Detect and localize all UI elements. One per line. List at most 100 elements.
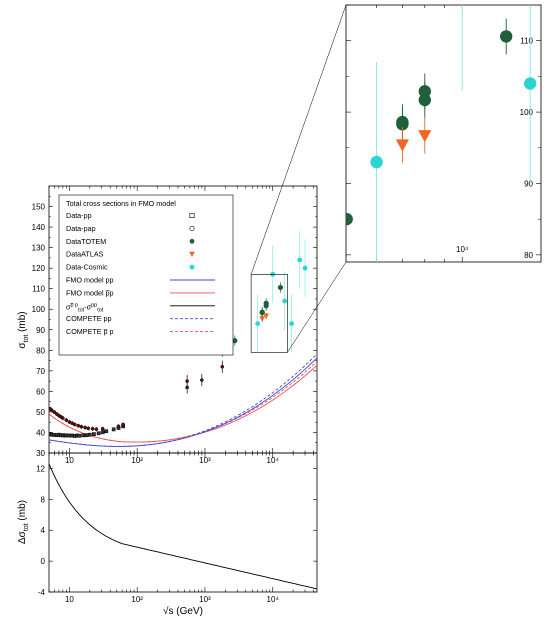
- zoom-connector: [287, 261, 347, 353]
- diff-y-tick-label: 12: [36, 464, 45, 473]
- inset-compete-pbp: [346, 383, 541, 462]
- data-point: [263, 313, 270, 319]
- x-tick-label: 10³: [199, 595, 211, 604]
- legend: Total cross sections in FMO model Data-pp…: [58, 194, 234, 356]
- data-point: [259, 316, 266, 322]
- legend-label: FMO model pp: [66, 276, 114, 285]
- data-point: [200, 378, 204, 382]
- diff-y-tick-label: 4: [41, 526, 46, 535]
- data-point: [263, 300, 269, 306]
- data-point: [104, 429, 109, 434]
- data-point: [90, 426, 95, 431]
- data-point: [64, 433, 69, 438]
- diff-y-main: Δσ: [17, 530, 28, 544]
- y-label-unit: (mb): [17, 311, 28, 334]
- legend-frame: [58, 194, 234, 356]
- data-point: [84, 433, 89, 437]
- data-point: [77, 433, 82, 438]
- data-point: [94, 427, 99, 431]
- compete-pbp-curve: [49, 360, 317, 443]
- fmo-pp-curve: [49, 357, 317, 447]
- zoom-region-box: [250, 274, 288, 353]
- inset-fmo-pp: [346, 375, 541, 458]
- y-tick-label: 80: [36, 346, 45, 355]
- y-tick-label: 60: [36, 387, 45, 396]
- diff-a: σ: [66, 302, 71, 311]
- legend-marker: [189, 225, 195, 231]
- legend-label: DataTOTEM: [66, 237, 106, 246]
- y-label-sigma: σ: [17, 342, 28, 349]
- data-point: [220, 364, 225, 369]
- inset-data-point: [370, 155, 383, 169]
- data-point: [50, 408, 54, 413]
- data-point: [297, 257, 303, 263]
- data-point: [116, 424, 121, 429]
- legend-label: Data-pp: [66, 211, 92, 220]
- y-tick-label: 110: [32, 285, 45, 294]
- data-point: [111, 427, 116, 432]
- data-point: [277, 284, 284, 291]
- data-point: [52, 410, 57, 414]
- y-tick-label: 40: [36, 428, 45, 437]
- legend-label: Data-Cosmic: [66, 263, 108, 272]
- inset-data-point: [240, 215, 252, 227]
- data-point: [100, 430, 105, 435]
- inset-y-tick-label: 100: [520, 108, 534, 117]
- inset-content: [240, 5, 541, 470]
- data-point: [83, 425, 87, 430]
- diff-a-sub: tot: [78, 307, 85, 313]
- y-tick-label: 120: [32, 264, 46, 273]
- x-tick-label: 10²: [131, 595, 143, 604]
- diff-y-tick-label: -4: [38, 588, 46, 597]
- legend-label: COMPETE pp: [66, 314, 112, 323]
- main-panel: 30 40 50 60 70 80 90 100 110 120 130 140 150 10 10² 10³…: [17, 185, 318, 465]
- x-axis-label: √s (GeV): [163, 605, 203, 617]
- diff-dash: -: [84, 302, 87, 311]
- y-tick-label: 130: [32, 244, 46, 253]
- y-tick-label: 50: [36, 408, 45, 417]
- diff-content: [49, 463, 317, 590]
- data-point: [100, 426, 105, 431]
- inset-data-point: [499, 30, 513, 43]
- legend-label: DataATLAS: [66, 250, 104, 259]
- data-point: [72, 422, 77, 427]
- inset-x-tick-label: 10⁴: [456, 245, 469, 254]
- legend-title: Total cross sections in FMO model: [66, 199, 176, 208]
- legend-marker: [189, 238, 195, 244]
- inset-frame: [345, 4, 542, 263]
- inset-y-tick-label: 90: [524, 179, 533, 188]
- x-label-main: √s: [163, 605, 174, 617]
- y-tick-label: 140: [32, 223, 46, 232]
- data-point: [255, 321, 261, 327]
- legend-label: Data-pap: [66, 224, 96, 233]
- inset-fmo-pbp: [346, 394, 541, 470]
- difference-panel: -4 0 4 8 12 10 10² 10³ 10⁴ Δσtot (mb) √s (GeV): [17, 452, 318, 617]
- y-tick-label: 150: [32, 203, 46, 212]
- data-point: [79, 424, 84, 429]
- data-point: [76, 423, 81, 428]
- data-point: [81, 433, 86, 438]
- zoom-connector: [250, 4, 347, 275]
- legend-marker: [189, 213, 195, 219]
- fmo-pbp-curve: [49, 364, 317, 443]
- y-tick-label: 30: [36, 449, 45, 458]
- data-point: [64, 418, 69, 422]
- compete-pp-curve: [49, 353, 317, 447]
- x-tick-label: 10: [65, 595, 74, 604]
- x-tick-label: 10⁴: [267, 595, 280, 604]
- inset-compete-pp: [346, 364, 541, 451]
- data-point: [61, 416, 65, 420]
- diff-y-axis-label: Δσtot (mb): [17, 500, 30, 544]
- difference-curve: [49, 463, 317, 590]
- diff-b: σ: [87, 302, 92, 311]
- data-point: [121, 422, 125, 427]
- inset-data-point: [396, 115, 409, 129]
- data-point: [302, 265, 308, 271]
- diff-b-sup: pp: [91, 302, 97, 308]
- legend-label: FMO model p̅p: [66, 288, 114, 297]
- inset-data-point: [395, 139, 410, 152]
- data-point: [185, 379, 189, 383]
- legend-label: COMPETE p̅ p: [66, 327, 114, 336]
- difference-frame: [48, 452, 318, 593]
